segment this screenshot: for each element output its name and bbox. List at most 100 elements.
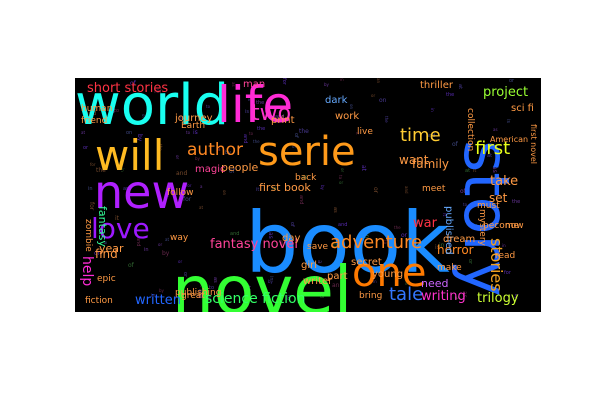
cloud-word: publishing bbox=[175, 288, 222, 298]
cloud-filler-word: by bbox=[324, 82, 329, 87]
cloud-filler-word: of bbox=[141, 114, 146, 118]
cloud-word: great bbox=[181, 291, 205, 301]
cloud-filler-word: the bbox=[256, 100, 265, 106]
cloud-filler-word: is bbox=[416, 220, 420, 225]
cloud-filler-word: as bbox=[267, 232, 274, 239]
cloud-word: journey bbox=[175, 113, 213, 124]
cloud-filler-word: in bbox=[144, 247, 149, 253]
cloud-word: print bbox=[271, 115, 295, 126]
cloud-word: fantasy bbox=[96, 206, 109, 247]
cloud-filler-word: in bbox=[373, 279, 377, 284]
cloud-filler-word: by bbox=[225, 150, 232, 156]
cloud-filler-word: is bbox=[370, 269, 374, 274]
cloud-filler-word: as bbox=[278, 240, 284, 246]
cloud-word: science fiction bbox=[205, 291, 306, 307]
cloud-word: way bbox=[170, 233, 189, 243]
cloud-filler-word: as bbox=[179, 189, 186, 196]
cloud-word: people bbox=[221, 161, 259, 174]
cloud-word: secret bbox=[351, 257, 382, 268]
cloud-word: take bbox=[490, 174, 519, 189]
cloud-word: family bbox=[412, 157, 450, 171]
cloud-filler-word: of bbox=[207, 297, 212, 301]
cloud-filler-word: by bbox=[320, 185, 325, 190]
cloud-filler-word: to bbox=[338, 175, 343, 180]
cloud-word: bring bbox=[359, 291, 383, 301]
cloud-word: back bbox=[295, 173, 317, 183]
cloud-filler-word: to bbox=[249, 131, 254, 136]
cloud-word: author bbox=[187, 140, 244, 160]
cloud-filler-word: or bbox=[158, 242, 163, 247]
cloud-word: dream bbox=[443, 234, 476, 245]
cloud-filler-word: it bbox=[355, 132, 360, 135]
cloud-filler-word: and bbox=[298, 195, 304, 205]
cloud-word: girl bbox=[301, 260, 318, 271]
cloud-filler-word: of bbox=[229, 168, 235, 175]
cloud-filler-word: by bbox=[195, 156, 200, 161]
cloud-filler-word: the bbox=[446, 92, 455, 98]
cloud-word: world bbox=[75, 78, 230, 138]
cloud-word: fantasy novel bbox=[210, 237, 298, 252]
cloud-filler-word: to bbox=[206, 104, 211, 109]
cloud-filler-word: at bbox=[487, 153, 493, 159]
cloud-filler-word: on bbox=[222, 190, 227, 195]
cloud-filler-word: and bbox=[135, 237, 141, 247]
cloud-word: young bbox=[372, 269, 404, 280]
cloud-filler-word: or bbox=[277, 267, 283, 273]
cloud-filler-word: at bbox=[165, 237, 170, 242]
cloud-word: writing bbox=[421, 289, 466, 304]
cloud-filler-word: the bbox=[299, 128, 309, 135]
cloud-word: collection bbox=[465, 108, 475, 152]
cloud-word: life bbox=[217, 78, 294, 134]
cloud-filler-word: it bbox=[405, 281, 408, 286]
cloud-filler-word: by bbox=[514, 294, 519, 299]
cloud-filler-word: and bbox=[426, 133, 436, 139]
cloud-filler-word: as bbox=[231, 82, 236, 87]
cloud-filler-word: to bbox=[463, 202, 468, 207]
cloud-filler-word: and bbox=[242, 134, 248, 144]
cloud-filler-word: at bbox=[81, 130, 86, 135]
cloud-word: read bbox=[495, 251, 516, 261]
cloud-word: first novel bbox=[529, 124, 538, 165]
cloud-filler-word: at bbox=[198, 294, 204, 300]
cloud-word: Earth bbox=[181, 121, 206, 131]
cloud-filler-word: on bbox=[349, 104, 354, 109]
cloud-filler-word: at bbox=[465, 168, 471, 174]
cloud-word: dark bbox=[325, 95, 348, 106]
cloud-filler-word: at bbox=[457, 84, 463, 90]
cloud-filler-word: of bbox=[130, 80, 136, 87]
cloud-word: epic bbox=[97, 274, 116, 284]
cloud-filler-word: it bbox=[115, 215, 120, 222]
cloud-filler-word: by bbox=[162, 250, 170, 257]
cloud-filler-word: and bbox=[275, 114, 285, 120]
cloud-word: adventure bbox=[330, 232, 423, 253]
cloud-word: one bbox=[352, 250, 427, 296]
cloud-filler-word: it bbox=[473, 168, 477, 174]
cloud-filler-word: to bbox=[219, 113, 226, 120]
cloud-filler-word: or bbox=[182, 272, 188, 278]
cloud-word: meet bbox=[422, 184, 446, 194]
cloud-filler-word: a bbox=[453, 296, 460, 300]
cloud-filler-word: or bbox=[339, 180, 344, 185]
cloud-filler-word: a bbox=[217, 146, 221, 153]
cloud-filler-word: an bbox=[376, 78, 381, 83]
cloud-filler-word: in bbox=[430, 108, 435, 112]
cloud-filler-word: to bbox=[383, 240, 388, 245]
cloud-filler-word: the bbox=[394, 225, 401, 230]
cloud-word: writer bbox=[303, 276, 333, 287]
cloud-word: sci fi bbox=[511, 103, 534, 114]
cloud-filler-word: is bbox=[505, 119, 511, 123]
cloud-word: first book bbox=[259, 181, 311, 194]
cloud-filler-word: and bbox=[176, 170, 188, 177]
cloud-filler-word: in bbox=[268, 276, 274, 281]
cloud-word: written bbox=[135, 293, 182, 308]
cloud-filler-word: an bbox=[332, 282, 340, 289]
cloud-word: live bbox=[357, 127, 373, 137]
cloud-word: love bbox=[91, 212, 150, 245]
cloud-word: day bbox=[282, 233, 301, 244]
cloud-filler-word: as bbox=[461, 291, 468, 298]
cloud-filler-word: and bbox=[85, 110, 97, 117]
cloud-filler-word: in bbox=[269, 225, 276, 231]
cloud-filler-word: is bbox=[245, 109, 249, 115]
cloud-word: year bbox=[99, 242, 124, 255]
cloud-filler-word: of bbox=[460, 188, 466, 195]
